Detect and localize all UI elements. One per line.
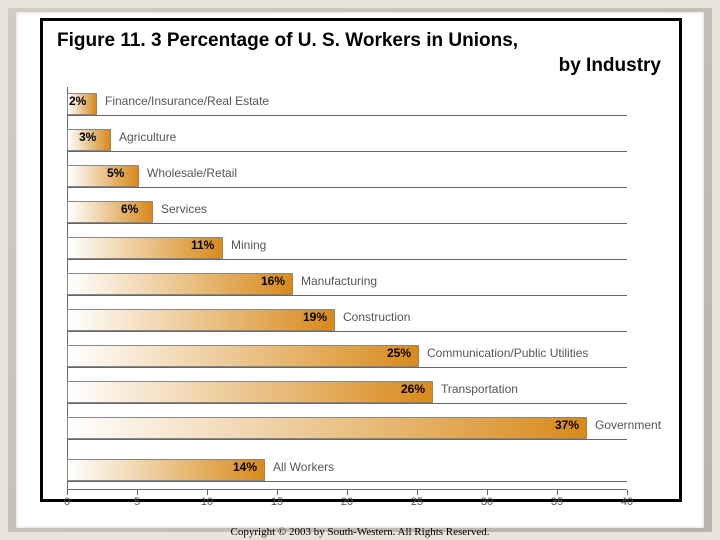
bar-row: 14% All Workers [67, 453, 627, 485]
bar-label: Communication/Public Utilities [427, 346, 588, 360]
bar-underline [67, 403, 627, 404]
chart-area: 2% Finance/Insurance/Real Estate 3% Agricul… [67, 87, 657, 479]
axis-tick [347, 490, 348, 495]
axis-tick-label: 40 [621, 496, 633, 508]
chart-title: Figure 11. 3 Percentage of U. S. Workers… [43, 29, 679, 78]
bar-percent: 37% [555, 418, 579, 432]
axis-tick [487, 490, 488, 495]
axis-tick-label: 30 [481, 496, 493, 508]
bar-label: Manufacturing [301, 274, 377, 288]
bar-row: 11% Mining [67, 231, 627, 263]
bar-row: 19% Construction [67, 303, 627, 335]
bar-underline [67, 295, 627, 296]
axis-tick-label: 0 [64, 496, 70, 508]
bar-percent: 16% [261, 274, 285, 288]
bar-label: Services [161, 202, 207, 216]
bar-underline [67, 481, 627, 482]
axis-tick-label: 25 [411, 496, 423, 508]
axis-tick [557, 490, 558, 495]
bar-row: 16% Manufacturing [67, 267, 627, 299]
bar-underline [67, 223, 627, 224]
axis-tick [137, 490, 138, 495]
axis-tick-label: 15 [271, 496, 283, 508]
bar-underline [67, 259, 627, 260]
bar-label: All Workers [273, 460, 334, 474]
bar-percent: 26% [401, 382, 425, 396]
bar-underline [67, 439, 627, 440]
bar-percent: 2% [69, 94, 86, 108]
bar-label: Construction [343, 310, 410, 324]
bar [67, 201, 153, 223]
bar [67, 165, 139, 187]
bar [67, 273, 293, 295]
bar-underline [67, 187, 627, 188]
bar-row: 2% Finance/Insurance/Real Estate [67, 87, 627, 119]
title-line-2: by Industry [57, 54, 679, 79]
bar-percent: 25% [387, 346, 411, 360]
bar-row: 25% Communication/Public Utilities [67, 339, 627, 371]
chart-frame: Figure 11. 3 Percentage of U. S. Workers… [40, 18, 682, 502]
bar-underline [67, 151, 627, 152]
bar-percent: 11% [191, 238, 214, 252]
bar [67, 417, 587, 439]
axis-tick-label: 35 [551, 496, 563, 508]
bar [67, 309, 335, 331]
bar-row: 26% Transportation [67, 375, 627, 407]
axis-tick [627, 490, 628, 495]
bar-row: 5% Wholesale/Retail [67, 159, 627, 191]
axis-tick-label: 10 [201, 496, 213, 508]
bar-row: 37%Government [67, 411, 627, 443]
copyright-text: Copyright © 2003 by South-Western. All R… [0, 526, 720, 538]
axis-tick [67, 490, 68, 495]
x-axis: 0510152025303540 [67, 489, 627, 490]
title-line-1: Figure 11. 3 Percentage of U. S. Workers… [57, 30, 518, 51]
bar-label: Transportation [441, 382, 518, 396]
bar-label: Mining [231, 238, 266, 252]
bar [67, 381, 433, 403]
bar-percent: 14% [233, 460, 257, 474]
bar-row: 6% Services [67, 195, 627, 227]
bar-percent: 3% [79, 130, 96, 144]
bar-label: Wholesale/Retail [147, 166, 237, 180]
bar-label: Agriculture [119, 130, 176, 144]
bar-percent: 5% [107, 166, 124, 180]
bar-label: Finance/Insurance/Real Estate [105, 94, 269, 108]
bar-underline [67, 367, 627, 368]
axis-tick [207, 490, 208, 495]
bar-underline [67, 115, 627, 116]
axis-tick [417, 490, 418, 495]
bar-percent: 6% [121, 202, 138, 216]
axis-tick [277, 490, 278, 495]
axis-tick-label: 5 [134, 496, 140, 508]
bars-container: 2% Finance/Insurance/Real Estate 3% Agricul… [67, 87, 627, 483]
bar-row: 3% Agriculture [67, 123, 627, 155]
bar-label: Government [595, 418, 661, 432]
axis-tick-label: 20 [341, 496, 353, 508]
bar-percent: 19% [303, 310, 327, 324]
bar [67, 345, 419, 367]
bar-underline [67, 331, 627, 332]
